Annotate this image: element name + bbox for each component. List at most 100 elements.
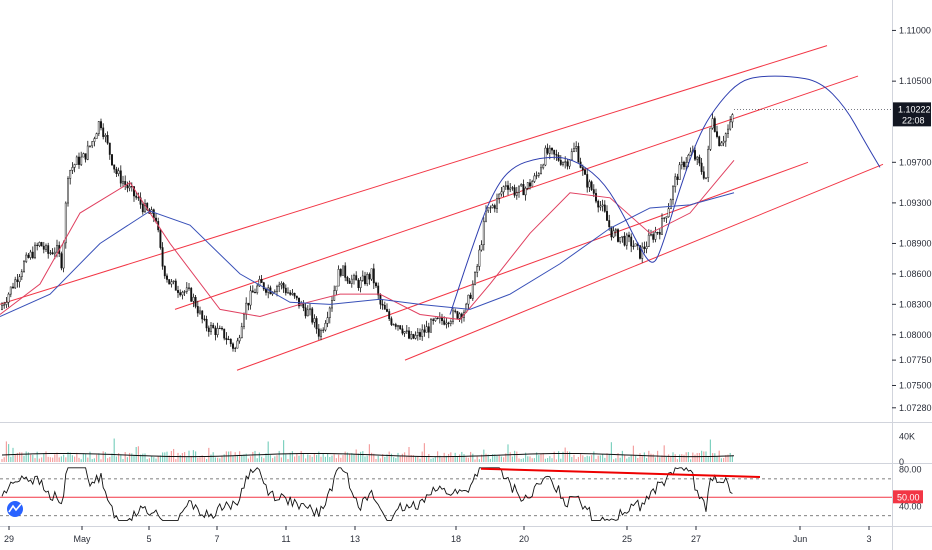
candle-body xyxy=(322,329,325,331)
candle-body xyxy=(713,118,716,132)
candle-body xyxy=(456,311,459,319)
volume-bar xyxy=(93,458,95,462)
volume-bar xyxy=(239,451,241,462)
candle-body xyxy=(304,307,307,317)
volume-bar xyxy=(621,450,623,462)
candle-body xyxy=(724,133,727,142)
volume-bar xyxy=(38,458,40,462)
volume-bar xyxy=(340,457,342,462)
candle-body xyxy=(207,327,210,332)
volume-bar xyxy=(384,456,386,462)
volume-bar xyxy=(305,458,307,462)
rsi-tick-label: 40.00 xyxy=(899,502,922,512)
candle-body xyxy=(137,197,140,199)
candle-body xyxy=(416,332,419,336)
candle-body xyxy=(119,170,122,184)
candle-body xyxy=(645,246,648,249)
candle-body xyxy=(595,193,597,202)
volume-bar xyxy=(472,453,474,462)
candle-body xyxy=(546,147,549,154)
volume-bar xyxy=(511,456,513,462)
time-tick-label: 11 xyxy=(281,534,290,544)
candle-body xyxy=(315,318,318,330)
candle-body xyxy=(601,204,604,207)
candle-body xyxy=(97,121,100,134)
candle-body xyxy=(364,275,366,285)
candle-body xyxy=(676,176,679,180)
time-tick-label: 25 xyxy=(622,534,632,544)
volume-bar xyxy=(320,456,322,462)
volume-bar xyxy=(525,452,527,462)
candle-body xyxy=(542,164,545,169)
volume-bar xyxy=(197,457,199,462)
candle-body xyxy=(568,159,571,167)
candle-body xyxy=(643,246,646,249)
volume-bar xyxy=(536,452,538,462)
candle-body xyxy=(537,173,540,176)
volume-average-line xyxy=(1,452,735,458)
candle-body xyxy=(273,291,276,293)
candle-body xyxy=(447,322,450,324)
volume-bar xyxy=(159,455,161,462)
candle-body xyxy=(328,307,331,318)
price-tick-label: 1.07280 xyxy=(899,403,932,413)
candle-body xyxy=(16,279,19,283)
candle-body xyxy=(353,275,355,280)
candle-body xyxy=(377,285,380,296)
volume-bar xyxy=(406,456,408,462)
volume-bar xyxy=(566,451,568,462)
volume-bar xyxy=(85,453,87,462)
volume-bar xyxy=(362,451,364,462)
volume-bar xyxy=(311,456,313,462)
volume-bar xyxy=(659,457,661,462)
time-tick-label: 20 xyxy=(519,534,529,544)
volume-bar xyxy=(694,454,696,462)
candle-body xyxy=(405,330,408,332)
last-price-label: 1.10222 xyxy=(898,104,931,114)
volume-bar xyxy=(646,458,648,462)
candle-body xyxy=(480,244,483,251)
volume-bar xyxy=(190,455,192,462)
volume-bar xyxy=(456,456,458,462)
candle-body xyxy=(177,290,179,293)
candle-body xyxy=(471,284,474,299)
volume-bar xyxy=(236,454,238,462)
volume-bar xyxy=(115,456,117,462)
candle-body xyxy=(210,324,212,332)
candle-body xyxy=(339,269,342,276)
time-tick-label: 3 xyxy=(866,534,871,544)
volume-bar xyxy=(533,458,535,462)
volume-bar xyxy=(203,457,205,462)
volume-bar xyxy=(137,446,139,462)
candle-body xyxy=(113,164,116,170)
candle-body xyxy=(27,254,30,258)
volume-bar xyxy=(241,455,243,462)
volume-bar xyxy=(5,441,7,462)
volume-bar xyxy=(485,453,487,462)
volume-bar xyxy=(111,453,113,462)
candle-body xyxy=(111,154,113,166)
volume-bar xyxy=(584,457,586,462)
candle-body xyxy=(623,235,626,246)
candle-body xyxy=(78,156,80,165)
volume-bar xyxy=(626,458,628,462)
volume-bar xyxy=(522,458,524,462)
volume-bar xyxy=(428,453,430,462)
volume-bar xyxy=(21,452,23,462)
volume-bar xyxy=(470,451,472,462)
candle-body xyxy=(214,327,217,336)
candle-body xyxy=(507,185,509,190)
volume-bar xyxy=(448,453,450,462)
volume-bar xyxy=(632,445,634,462)
volume-bar xyxy=(265,453,267,462)
candle-body xyxy=(553,149,556,155)
volume-bar xyxy=(100,459,102,462)
candle-body xyxy=(350,278,353,284)
volume-bar xyxy=(175,459,177,462)
candle-body xyxy=(326,317,329,324)
volume-bar xyxy=(109,456,111,462)
volume-bar xyxy=(155,458,157,462)
volume-bar xyxy=(591,455,593,462)
